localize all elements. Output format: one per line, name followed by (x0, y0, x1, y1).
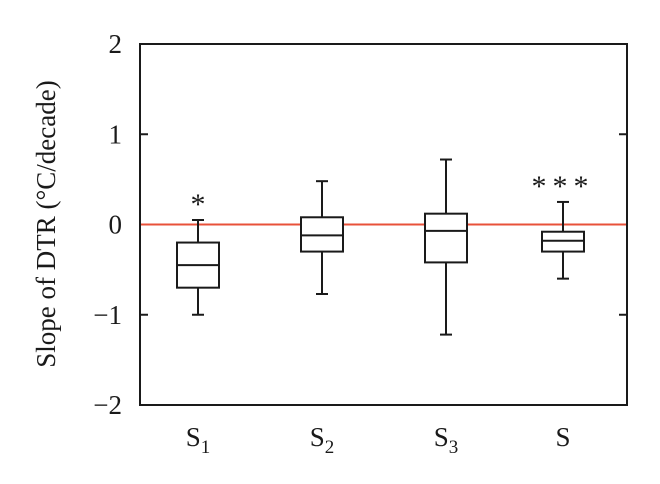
x-tick-label-base: S (310, 422, 325, 452)
x-tick-label-base: S (186, 422, 201, 452)
x-tick-label-base: S (555, 422, 570, 452)
box-3 (424, 158, 468, 336)
y-axis-title: Slope of DTR (°C/decade) (31, 80, 61, 367)
x-tick-label: S (555, 422, 570, 452)
y-tick-label: 1 (109, 119, 123, 149)
x-tick-label-subscript: 1 (201, 437, 211, 458)
box-group: **** (176, 158, 595, 336)
box-iqr (424, 212, 468, 264)
x-tick-label-base: S (434, 422, 449, 452)
box-1: * (176, 188, 220, 316)
x-tick-labels: S1 S2 S3 S (186, 422, 571, 458)
y-tick-label: −1 (93, 300, 122, 330)
x-tick-label-subscript: 2 (325, 437, 335, 458)
x-tick-label-subscript: 3 (449, 437, 459, 458)
box-2 (300, 180, 344, 295)
y-tick-label: 0 (109, 210, 123, 240)
plot-frame (139, 43, 628, 406)
x-tick-label: S2 (310, 422, 335, 458)
x-tick-label: S3 (434, 422, 459, 458)
y-tick-label: 2 (109, 29, 123, 59)
significance-marker: * (191, 188, 206, 221)
y-tick-labels: 2 1 0 −1 −2 (93, 29, 122, 420)
box-4: *** (532, 170, 595, 280)
y-tick-label: −2 (93, 390, 122, 420)
significance-marker: *** (532, 170, 595, 203)
x-tick-label: S1 (186, 422, 211, 458)
